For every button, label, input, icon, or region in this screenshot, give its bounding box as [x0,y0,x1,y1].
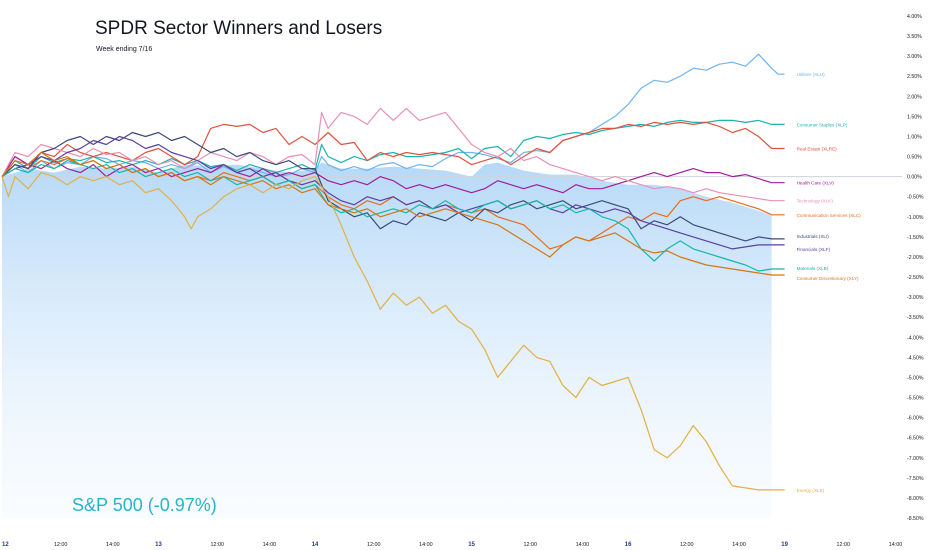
series-label-energy-xle: Energy (XLE) [797,488,825,493]
y-tick-label: -7.50% [907,476,924,482]
y-tick-label: 1.50% [907,114,922,120]
series-line-energy-xle [1,172,785,491]
y-tick-label: -3.50% [907,315,924,321]
series-label-technology-xlk: Technology (XLK) [797,199,834,204]
x-tick-label: 14:00 [263,542,277,548]
y-tick-label: -3.00% [907,295,924,301]
series-label-consumer-discretionary-xly: Consumer Discretionary (XLY) [797,276,859,281]
x-tick-label: 14:00 [576,542,590,548]
x-tick-label: 14 [312,542,319,548]
y-tick-label: 0.50% [907,155,922,161]
x-tick-label: 12:00 [524,542,538,548]
x-tick-label: 12:00 [680,542,694,548]
x-axis: 12 12:00 14:00 13 12:00 14:00 14 12:00 14:00 15 12… [2,542,902,548]
y-tick-label: -1.50% [907,235,924,241]
y-tick-label: 1.00% [907,134,922,140]
x-tick-label: 14:00 [732,542,746,548]
series-line-consumer-discretionary-xly [1,151,785,276]
series-label-financials-xlf: Financials (XLF) [797,247,831,252]
y-tick-label: 3.00% [907,54,922,60]
x-tick-label: 14:00 [419,542,433,548]
series-line-consumer-staples-xlp [1,119,785,177]
series-label-utilities-xlu: Utilities (XLU) [797,72,826,77]
series-lines [1,53,785,491]
y-tick-label: -8.00% [907,496,924,502]
y-tick-label: -6.00% [907,416,924,422]
y-tick-label: -7.00% [907,456,924,462]
y-tick-label: 4.00% [907,14,922,20]
y-tick-label: -4.00% [907,335,924,341]
chart-subtitle: Week ending 7/16 [96,46,153,53]
series-label-industrials-xli: Industrials (XLI) [797,234,830,239]
y-tick-label: 3.50% [907,34,922,40]
series-line-utilities-xlu [1,53,785,178]
x-tick-label: 12 [2,542,9,548]
y-tick-label: 0.00% [907,175,922,181]
x-tick-label: 19 [781,542,788,548]
y-tick-label: -6.50% [907,436,924,442]
series-line-industrials-xli [1,131,785,242]
y-tick-label: -5.00% [907,375,924,381]
y-tick-label: -4.50% [907,355,924,361]
series-labels: Utilities (XLU) Consumer Staples (XLP) Rea… [797,72,862,493]
x-tick-label: 13 [155,542,162,548]
y-tick-label: -5.50% [907,396,924,402]
x-tick-label: 12:00 [367,542,381,548]
y-tick-label: -2.50% [907,275,924,281]
x-tick-label: 12:00 [54,542,68,548]
y-tick-label: -8.50% [907,516,924,522]
x-tick-label: 12:00 [210,542,224,548]
series-line-technology-xlk [1,107,785,202]
series-label-materials-xlb: Materials (XLB) [797,266,829,271]
y-tick-label: 2.50% [907,74,922,80]
benchmark-label: S&P 500 (-0.97%) [72,495,217,515]
y-tick-label: 2.00% [907,94,922,100]
y-tick-label: -0.50% [907,195,924,201]
series-label-communication-services-xlc: Communication Services (XLC) [797,213,862,218]
benchmark-area-fill [2,162,772,518]
y-tick-label: -2.00% [907,255,924,261]
x-tick-label: 14:00 [106,542,120,548]
benchmark-area [2,162,772,518]
series-line-financials-xlf [1,135,785,250]
series-label-real-estate-xlre: Real Estate (XLRE) [797,147,838,152]
y-axis: 4.00% 3.50% 3.00% 2.50% 2.00% 1.50% 1.00% 0.50%… [907,14,924,522]
y-tick-label: -1.00% [907,215,924,221]
series-line-materials-xlb [1,160,785,272]
x-tick-label: 16 [625,542,632,548]
x-tick-label: 12:00 [837,542,851,548]
x-tick-label: 14:00 [889,542,903,548]
chart-title: SPDR Sector Winners and Losers [95,18,383,39]
x-tick-label: 15 [468,542,475,548]
series-label-consumer-staples-xlp: Consumer Staples (XLP) [797,122,848,127]
series-line-health-care-xlv [1,156,785,194]
series-label-health-care-xlv: Health Care (XLV) [797,181,835,186]
